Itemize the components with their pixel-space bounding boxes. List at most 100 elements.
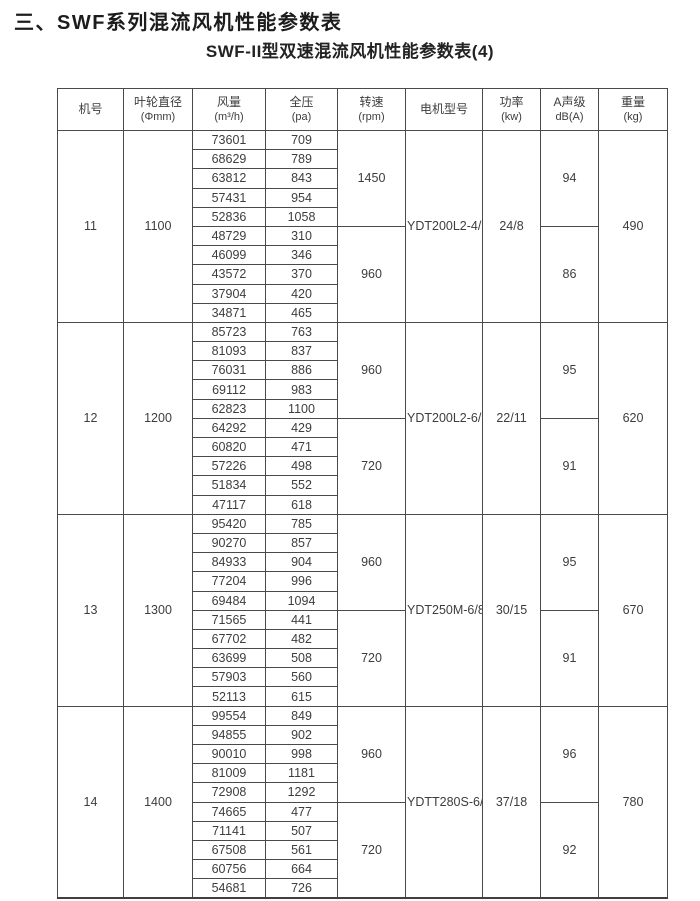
air-volume-cell: 54681	[192, 878, 266, 899]
air-volume-cell: 47117	[192, 494, 266, 515]
weight-cell: 490	[598, 130, 668, 323]
data-row: 13 1300 95420 785 960 YDT250M-6/8 30/15 95 670	[57, 513, 668, 707]
machine-no-cell: 14	[57, 705, 124, 899]
column-header-label: 叶轮直径	[133, 94, 182, 109]
sound-level-cell: 95	[540, 513, 599, 611]
air-volume-cell: 73601	[192, 129, 266, 151]
total-pressure-cell: 429	[265, 417, 338, 439]
power-cell: 24/8	[482, 130, 541, 323]
speed-cell: 960	[337, 705, 406, 803]
data-row: 14 1400 99554 849 960 YDTT280S-6/8 37/18 96 780	[57, 705, 668, 899]
data-row: 57226 498	[58, 456, 668, 477]
air-volume-cell: 63699	[192, 648, 266, 669]
total-pressure-cell: 857	[265, 532, 338, 554]
column-header-total-pressure: 全压 (pa)	[265, 88, 338, 131]
machine-no-cell: 12	[57, 321, 124, 515]
air-volume-cell: 95420	[192, 513, 266, 534]
air-volume-cell: 71141	[192, 820, 266, 841]
total-pressure-cell: 998	[265, 743, 338, 765]
total-pressure-cell: 561	[265, 839, 338, 861]
motor-model-cell: YDT250M-6/8	[405, 513, 483, 707]
air-volume-cell: 57226	[192, 456, 266, 477]
data-row: 81093 837	[58, 341, 668, 362]
total-pressure-cell: 789	[265, 149, 338, 170]
air-volume-cell: 84933	[192, 552, 266, 573]
total-pressure-cell: 904	[265, 552, 338, 573]
weight-cell: 780	[598, 705, 668, 899]
column-header-motor-model: 电机型号	[405, 88, 483, 131]
column-header-air-volume: 风量 (m³/h)	[192, 88, 266, 131]
sound-level-cell: 92	[540, 801, 599, 899]
sound-level-cell: 91	[540, 609, 599, 707]
data-row: 64292 429 720 91	[58, 417, 668, 515]
column-header-unit: (rpm)	[358, 111, 385, 124]
data-row: 69112 983	[58, 379, 668, 400]
table-header-row: 机号 叶轮直径 (Φmm) 风量 (m³/h) 全压 (pa) 转速 (rpm) 电机型号 功率 (k…	[57, 88, 668, 131]
data-row: 77204 996	[58, 571, 668, 592]
air-volume-cell: 52836	[192, 206, 266, 227]
air-volume-cell: 51834	[192, 475, 266, 496]
total-pressure-cell: 498	[265, 456, 338, 477]
air-volume-cell: 81093	[192, 341, 266, 362]
column-header-unit: (kg)	[623, 111, 643, 124]
column-header-label: A声级	[553, 94, 586, 109]
air-volume-cell: 74665	[192, 801, 266, 822]
speed-cell: 720	[337, 609, 406, 707]
air-volume-cell: 57903	[192, 667, 266, 688]
air-volume-cell: 57431	[192, 187, 266, 208]
air-volume-cell: 34871	[192, 302, 266, 323]
air-volume-cell: 69112	[192, 379, 266, 400]
total-pressure-cell: 1181	[265, 763, 338, 784]
total-pressure-cell: 310	[265, 225, 338, 247]
data-row: 51834 552	[58, 475, 668, 496]
column-header-label: 重量	[620, 94, 645, 109]
column-header-sound-level: A声级 dB(A)	[540, 88, 599, 131]
total-pressure-cell: 482	[265, 628, 338, 650]
column-header-power: 功率 (kw)	[482, 88, 541, 131]
speed-cell: 720	[337, 417, 406, 515]
weight-cell: 670	[598, 513, 668, 707]
air-volume-cell: 77204	[192, 571, 266, 592]
total-pressure-cell: 785	[265, 513, 338, 534]
total-pressure-cell: 954	[265, 187, 338, 208]
air-volume-cell: 67702	[192, 628, 266, 650]
air-volume-cell: 68629	[192, 149, 266, 170]
data-row: 76031 886	[58, 360, 668, 381]
air-volume-cell: 63812	[192, 168, 266, 189]
total-pressure-cell: 560	[265, 667, 338, 688]
total-pressure-cell: 902	[265, 724, 338, 746]
page-title: 三、SWF系列混流风机性能参数表	[14, 12, 343, 34]
power-cell: 30/15	[482, 513, 541, 707]
air-volume-cell: 99554	[192, 705, 266, 726]
sound-level-cell: 94	[540, 130, 599, 227]
impeller-diameter-cell: 1100	[123, 130, 193, 323]
fan-parameters-table: 机号 叶轮直径 (Φmm) 风量 (m³/h) 全压 (pa) 转速 (rpm) 电机型号 功率 (k…	[57, 88, 668, 899]
air-volume-cell: 85723	[192, 321, 266, 343]
sound-level-cell: 86	[540, 225, 599, 323]
column-header-label: 功率	[499, 94, 524, 109]
data-row: 57903 560	[58, 667, 668, 688]
sound-level-cell: 96	[540, 705, 599, 803]
data-row: 71141 507	[58, 820, 668, 841]
data-row: 57431 954	[58, 187, 668, 208]
total-pressure-cell: 837	[265, 341, 338, 362]
data-row: 12 1200 85723 763 960 YDT200L2-6/8 22/11 95 620	[57, 321, 668, 515]
total-pressure-cell: 477	[265, 801, 338, 822]
total-pressure-cell: 849	[265, 705, 338, 726]
total-pressure-cell: 886	[265, 360, 338, 381]
impeller-diameter-cell: 1200	[123, 321, 193, 515]
data-row: 71565 441 720 91	[58, 609, 668, 707]
total-pressure-cell: 618	[265, 494, 338, 515]
data-row: 37904 420	[58, 283, 668, 304]
column-header-weight: 重量 (kg)	[598, 88, 668, 131]
data-row: 60820 471	[58, 436, 668, 458]
data-row: 54681 726	[58, 878, 668, 899]
speed-cell: 720	[337, 801, 406, 899]
air-volume-cell: 46099	[192, 245, 266, 266]
total-pressure-cell: 1058	[265, 206, 338, 227]
data-row: 43572 370	[58, 264, 668, 285]
air-volume-cell: 64292	[192, 417, 266, 439]
total-pressure-cell: 763	[265, 321, 338, 343]
total-pressure-cell: 996	[265, 571, 338, 592]
column-header-unit: (kw)	[501, 111, 522, 124]
